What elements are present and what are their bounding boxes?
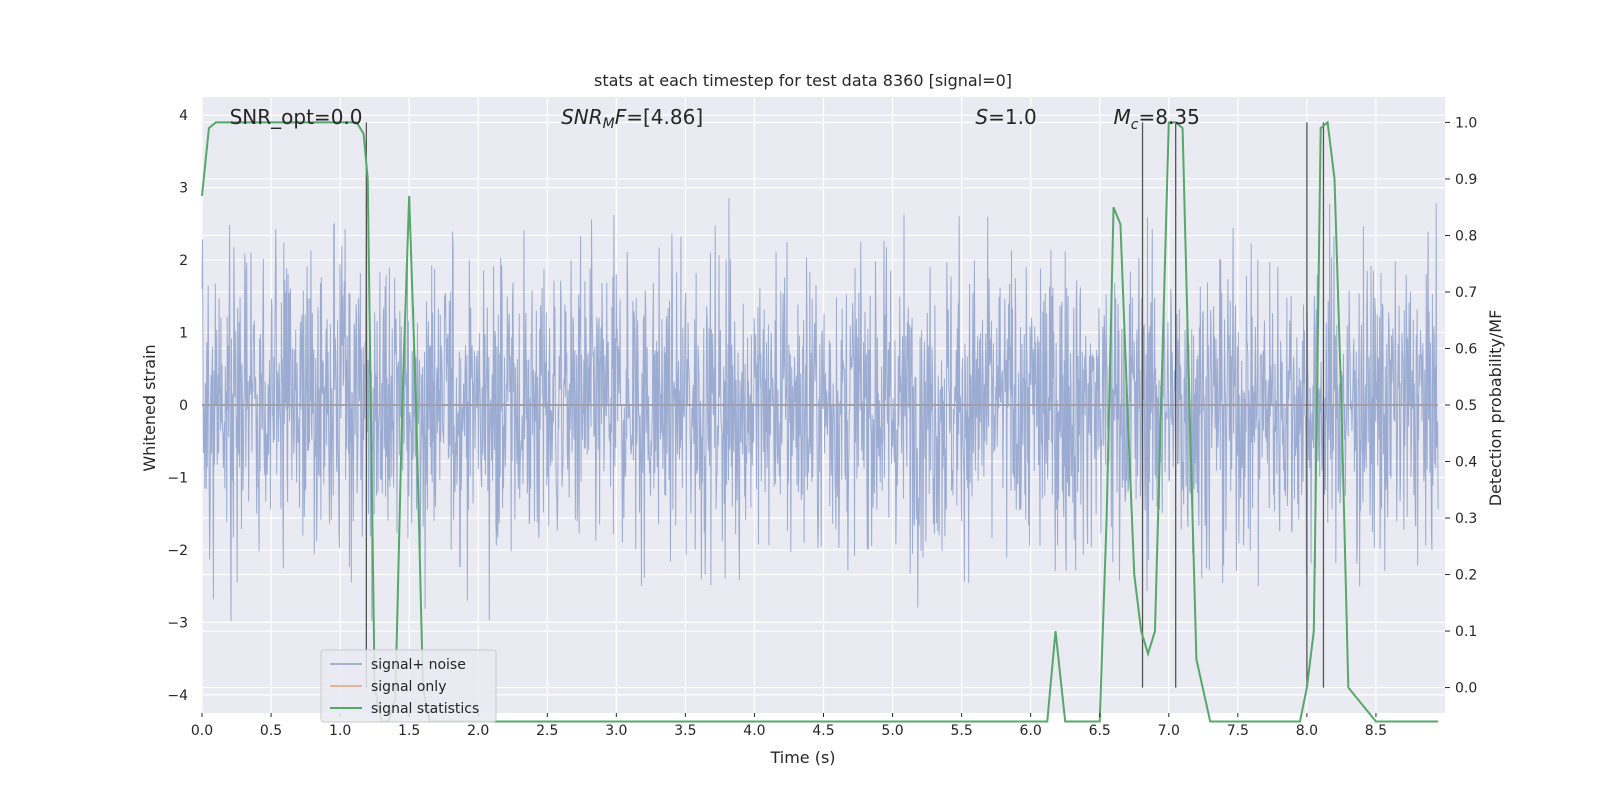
y-right-tick-label: 0.6: [1455, 341, 1477, 357]
legend-box: [320, 649, 497, 723]
y-right-tick-label: 0.8: [1455, 228, 1477, 244]
y-right-tick-label: 0.0: [1455, 681, 1477, 697]
x-tick-label: 7.0: [1158, 723, 1180, 739]
y-left-tick-label: 0: [179, 398, 188, 414]
annotation-3: Mc=8.35: [1114, 105, 1200, 133]
y-left-tick-label: −1: [167, 470, 188, 486]
x-tick-label: 1.0: [329, 723, 351, 739]
x-tick-label: 6.5: [1089, 723, 1111, 739]
x-tick-label: 2.5: [536, 723, 558, 739]
x-tick-label: 7.5: [1227, 723, 1249, 739]
noise-line: [201, 198, 1439, 621]
x-tick-label: 1.5: [398, 723, 420, 739]
y-right-tick-label: 0.1: [1455, 624, 1477, 640]
series-signal-noise: [201, 198, 1439, 621]
x-tick-label: 6.0: [1020, 723, 1042, 739]
y-right-tick-label: 0.7: [1455, 285, 1477, 301]
x-tick-label: 8.0: [1296, 723, 1318, 739]
annotations: SNR_opt=0.0 SNRMF=[4.86] S=1.0 Mc=8.35: [230, 105, 1200, 133]
vertical-markers: [365, 122, 1325, 688]
y-left-tick-label: 3: [179, 181, 188, 197]
y-right-axis-label: Detection probability/MF: [1486, 310, 1505, 507]
x-tick-label: 4.5: [812, 723, 834, 739]
y-right-tick-label: 0.3: [1455, 511, 1477, 527]
x-tick-label: 3.5: [674, 723, 696, 739]
legend-entry: signal+ noise: [371, 657, 466, 673]
x-tick-label: 4.0: [743, 723, 765, 739]
x-tick-label: 0.0: [191, 723, 213, 739]
annotation-0: SNR_opt=0.0: [230, 105, 363, 129]
annotation-1: SNRMF=[4.86]: [561, 105, 703, 132]
y-left-tick-label: 4: [179, 108, 188, 124]
x-axis-ticks: 0.0 0.5 1.0 1.5 2.0 2.5 3.0 3.5 4.0 4.5 5.0 5.5 6.0 6…: [191, 713, 1387, 739]
legend-entry: signal statistics: [371, 701, 479, 717]
y-right-tick-label: 0.2: [1455, 568, 1477, 584]
legend: signal+ noise signal only signal statistic…: [320, 649, 497, 723]
x-axis-label: Time (s): [769, 748, 835, 767]
y-left-tick-label: −4: [167, 688, 188, 704]
x-tick-label: 5.0: [881, 723, 903, 739]
y-right-tick-label: 1.0: [1455, 115, 1477, 131]
x-tick-label: 8.5: [1365, 723, 1387, 739]
x-tick-label: 5.5: [950, 723, 972, 739]
y-right-tick-label: 0.5: [1455, 398, 1477, 414]
x-tick-label: 2.0: [467, 723, 489, 739]
y-left-tick-label: −2: [167, 543, 188, 559]
chart-title: stats at each timestep for test data 836…: [594, 71, 1012, 90]
legend-entry: signal only: [371, 679, 446, 695]
y-left-tick-label: 1: [179, 326, 188, 342]
y-right-tick-label: 0.4: [1455, 455, 1477, 471]
x-tick-label: 3.0: [605, 723, 627, 739]
y-left-axis-ticks: 4 3 2 1 0 −1 −2 −3 −4: [167, 108, 188, 704]
y-right-axis-ticks: 1.0 0.9 0.8 0.7 0.6 0.5 0.4 0.3 0.2 0.1 0.0: [1445, 115, 1477, 697]
y-right-tick-label: 0.9: [1455, 172, 1477, 188]
y-left-axis-label: Whitened strain: [140, 344, 159, 471]
y-left-tick-label: −3: [167, 615, 188, 631]
y-left-tick-label: 2: [179, 253, 188, 269]
x-tick-label: 0.5: [260, 723, 282, 739]
annotation-2: S=1.0: [975, 105, 1036, 129]
